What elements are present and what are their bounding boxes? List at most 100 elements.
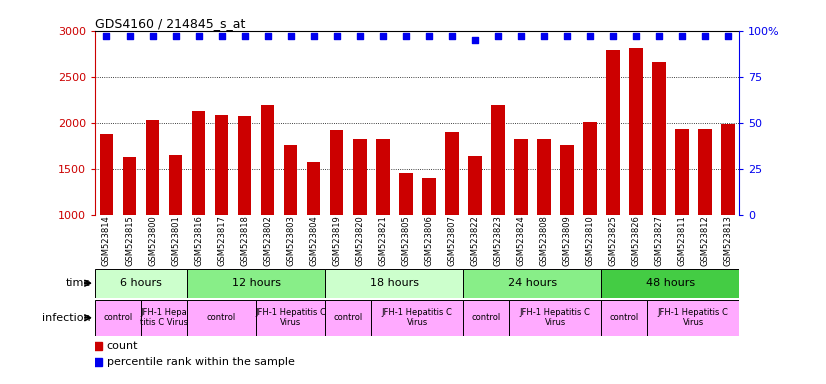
Point (445, 33, 458, 39)
Text: JFH-1 Hepatitis C
Virus: JFH-1 Hepatitis C Virus (382, 308, 453, 328)
Bar (325, 300, 371, 336)
Bar (376, 139, 390, 307)
Text: GSM523816: GSM523816 (194, 215, 203, 266)
Text: GSM523817: GSM523817 (217, 215, 226, 266)
Text: control: control (207, 313, 236, 322)
Text: 18 hours: 18 hours (369, 278, 419, 288)
Point (514, 33, 527, 39)
Bar (509, 300, 601, 336)
Point (146, 33, 159, 39)
Text: JFH-1 Hepa
titis C Virus: JFH-1 Hepa titis C Virus (140, 308, 188, 328)
Text: control: control (103, 313, 133, 322)
Bar (399, 173, 412, 307)
Point (215, 33, 228, 39)
Bar (261, 105, 274, 307)
Text: GSM523827: GSM523827 (654, 215, 663, 266)
Text: GSM523821: GSM523821 (378, 215, 387, 266)
Point (238, 33, 251, 39)
Text: GSM523804: GSM523804 (309, 215, 318, 266)
Bar (463, 269, 601, 298)
Point (376, 33, 389, 39)
Point (675, 33, 688, 39)
Point (491, 33, 504, 39)
Point (606, 33, 620, 39)
Point (422, 33, 435, 39)
Bar (605, 50, 620, 307)
Text: GSM523822: GSM523822 (470, 215, 479, 266)
Text: infection: infection (42, 313, 91, 323)
Text: GSM523808: GSM523808 (539, 215, 548, 266)
Bar (491, 105, 505, 307)
Point (123, 33, 136, 39)
Text: GSM523809: GSM523809 (563, 215, 572, 266)
Text: GSM523825: GSM523825 (608, 215, 617, 266)
Point (721, 33, 734, 39)
Text: GSM523810: GSM523810 (585, 215, 594, 266)
Text: JFH-1 Hepatitis C
Virus: JFH-1 Hepatitis C Virus (520, 308, 591, 328)
Bar (422, 178, 435, 307)
Bar (122, 157, 136, 307)
Text: GSM523803: GSM523803 (286, 215, 295, 266)
Bar (468, 156, 482, 307)
Text: GSM523815: GSM523815 (125, 215, 134, 266)
Text: 6 hours: 6 hours (120, 278, 162, 288)
Point (399, 33, 412, 39)
Bar (306, 162, 320, 307)
Point (284, 33, 297, 39)
Text: count: count (107, 341, 138, 351)
Bar (187, 300, 256, 336)
Text: GSM523814: GSM523814 (102, 215, 111, 266)
Bar (330, 130, 344, 307)
Text: GSM523820: GSM523820 (355, 215, 364, 266)
Bar (215, 114, 229, 307)
Bar (353, 139, 367, 307)
Point (192, 33, 205, 39)
Point (537, 33, 550, 39)
Text: 24 hours: 24 hours (508, 278, 557, 288)
Point (560, 33, 573, 39)
Bar (721, 124, 734, 307)
Bar (283, 145, 297, 307)
Bar (629, 48, 643, 307)
Point (100, 33, 113, 39)
Bar (141, 300, 187, 336)
Text: JFH-1 Hepatitis C
Virus: JFH-1 Hepatitis C Virus (657, 308, 729, 328)
Bar (371, 300, 463, 336)
Bar (560, 145, 573, 307)
Bar (537, 139, 551, 307)
Bar (325, 269, 463, 298)
Text: control: control (472, 313, 501, 322)
Bar (652, 62, 666, 307)
Point (698, 33, 711, 39)
Text: GSM523812: GSM523812 (700, 215, 710, 266)
Text: GSM523823: GSM523823 (493, 215, 502, 266)
Text: JFH-1 Hepatitis C
Virus: JFH-1 Hepatitis C Virus (255, 308, 326, 328)
Bar (601, 300, 648, 336)
Text: control: control (610, 313, 638, 322)
Point (653, 33, 666, 39)
Text: GSM523818: GSM523818 (240, 215, 249, 266)
Text: GSM523806: GSM523806 (424, 215, 433, 266)
Bar (192, 111, 206, 307)
Bar (648, 300, 739, 336)
Bar (100, 134, 113, 307)
Text: GSM523826: GSM523826 (631, 215, 640, 266)
Point (330, 33, 344, 39)
Point (353, 33, 366, 39)
Text: GSM523800: GSM523800 (148, 215, 157, 266)
Bar (187, 269, 325, 298)
Text: GDS4160 / 214845_s_at: GDS4160 / 214845_s_at (95, 17, 245, 30)
Point (468, 37, 482, 43)
Bar (514, 139, 528, 307)
Bar (238, 116, 251, 307)
Text: percentile rank within the sample: percentile rank within the sample (107, 358, 294, 367)
Text: control: control (334, 313, 363, 322)
Point (629, 33, 643, 39)
Bar (601, 269, 739, 298)
Bar (145, 120, 159, 307)
Point (261, 33, 274, 39)
Bar (169, 155, 183, 307)
Bar (95, 300, 141, 336)
Text: GSM523807: GSM523807 (447, 215, 456, 266)
Text: 12 hours: 12 hours (231, 278, 281, 288)
